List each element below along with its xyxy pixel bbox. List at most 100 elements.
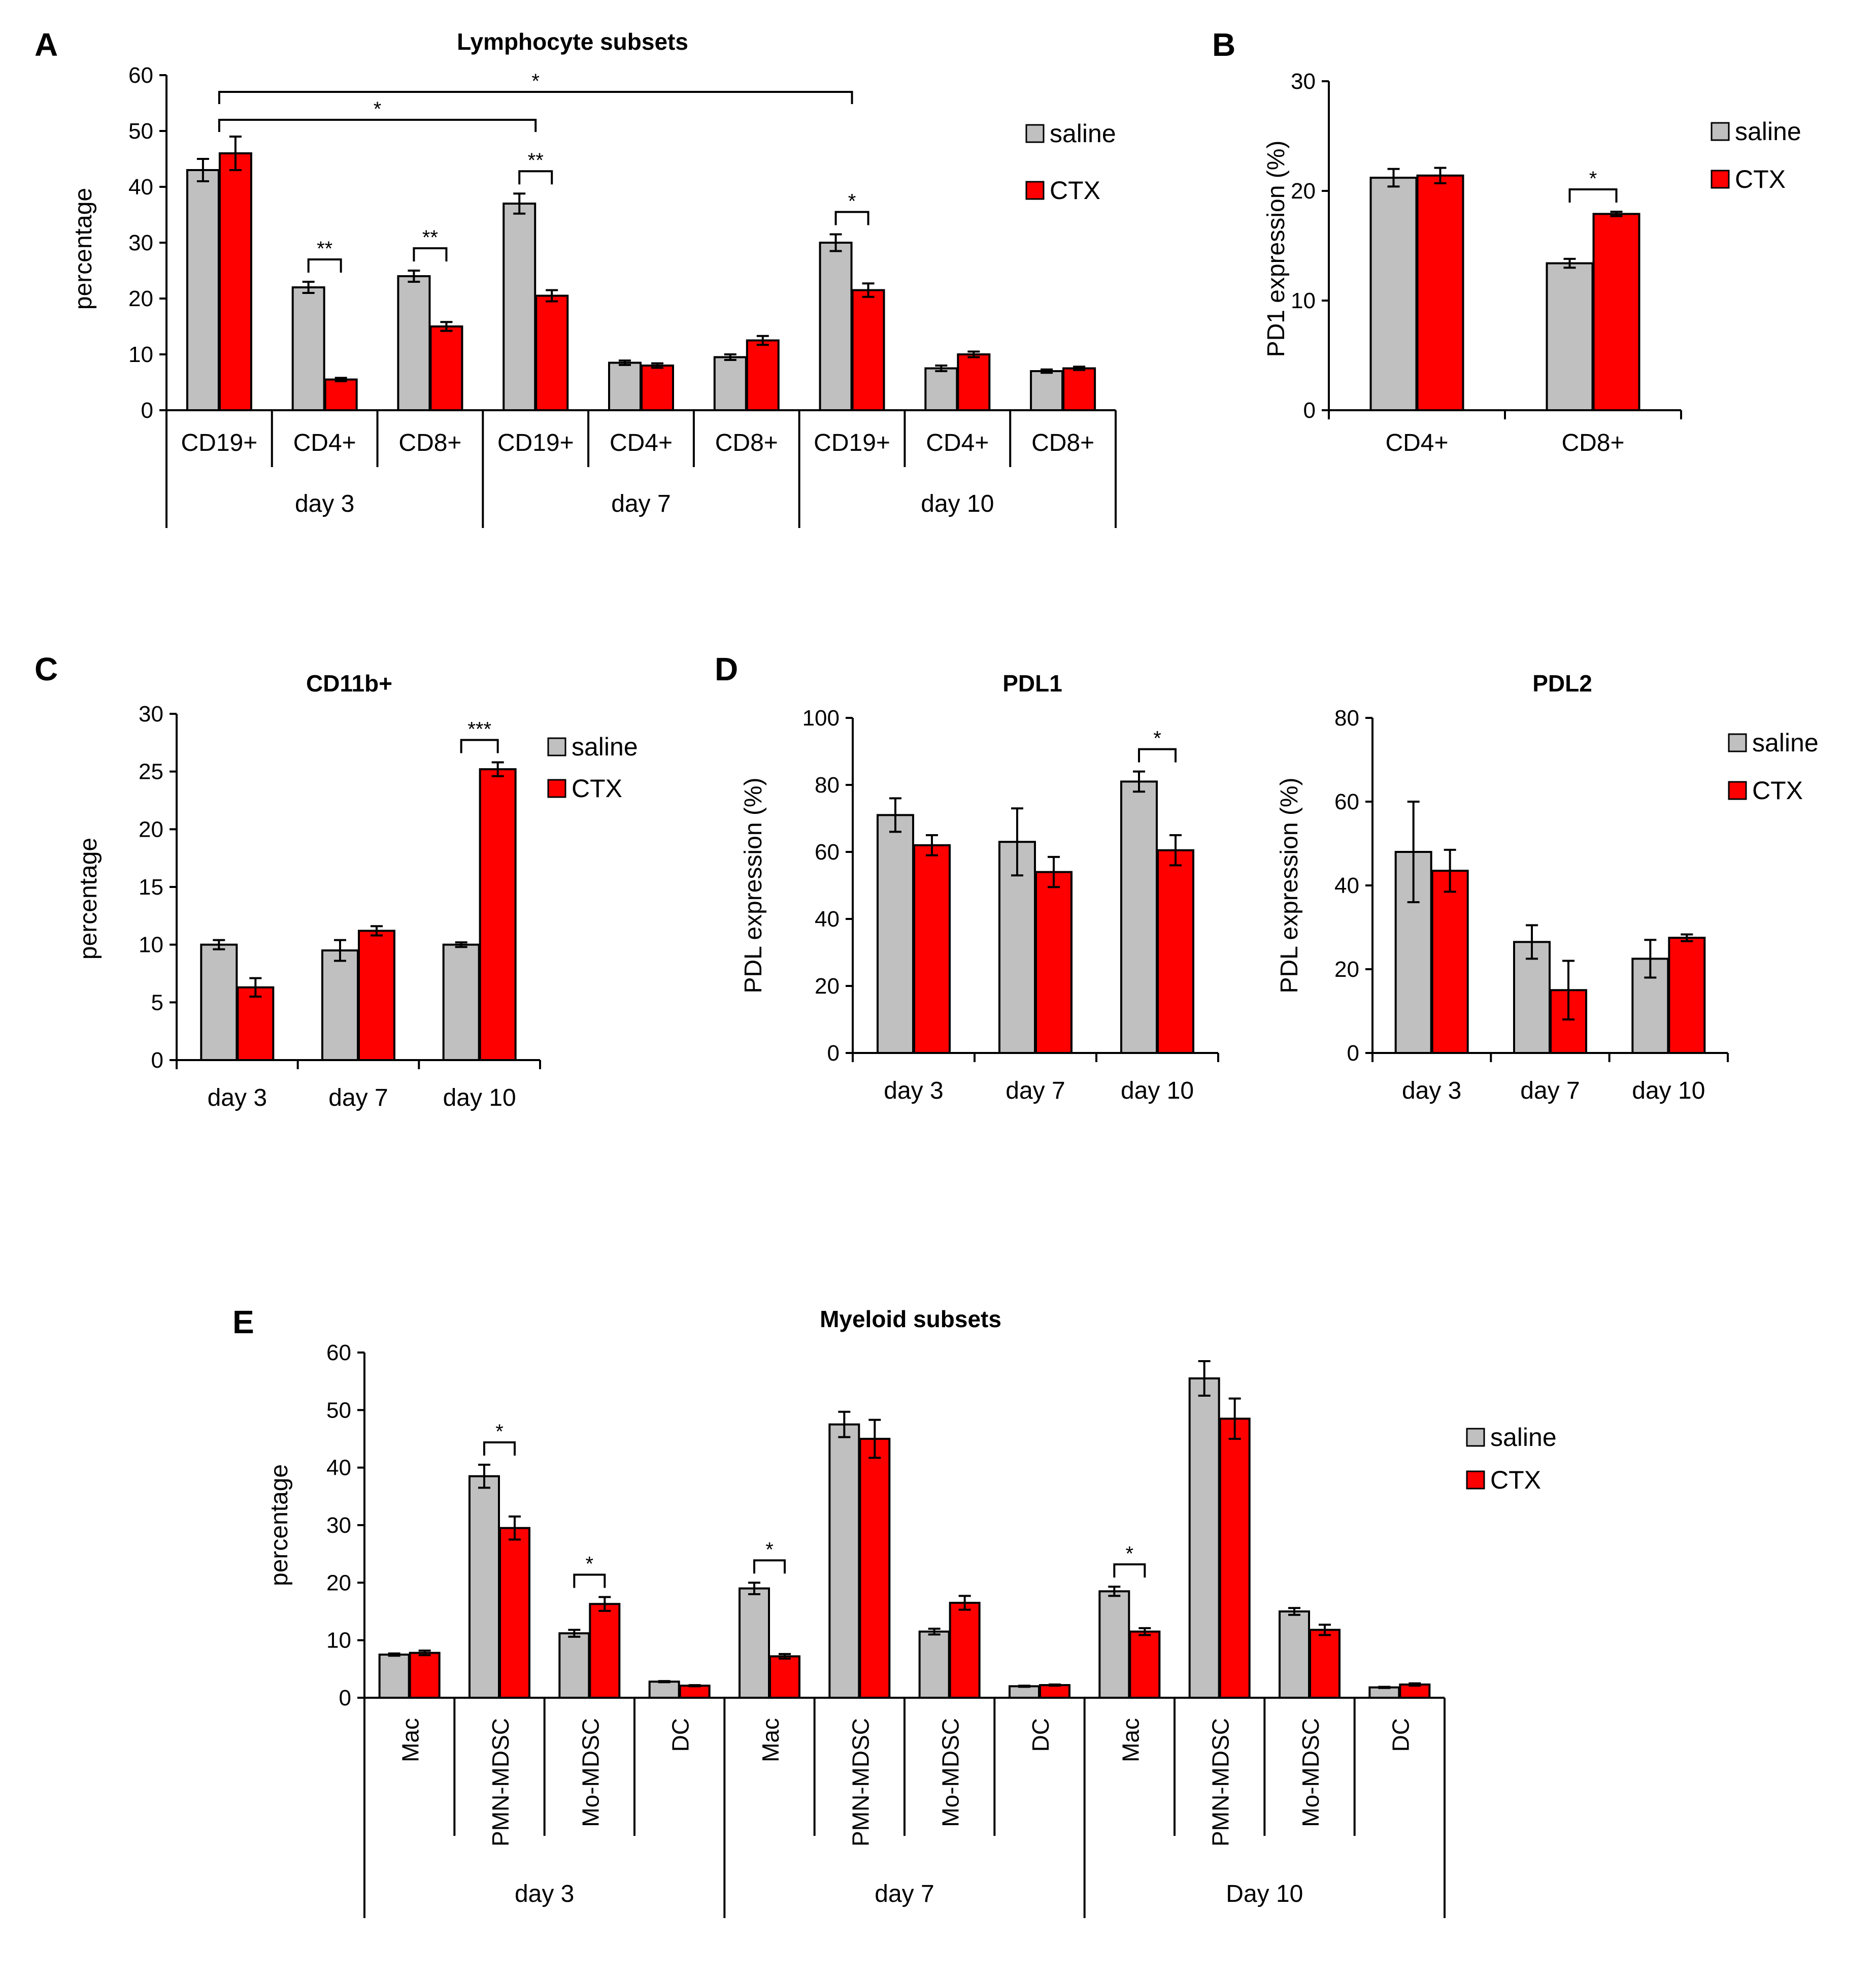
bar-saline — [924, 367, 958, 411]
y-axis-label: percentage — [266, 1464, 293, 1586]
x-category-label: PMN-MDSC — [847, 1718, 874, 1847]
significance-bracket — [218, 119, 537, 132]
legend-label: saline — [1735, 117, 1801, 146]
bar-ctx — [324, 378, 358, 411]
chart-title: Lymphocyte subsets — [457, 28, 688, 55]
significance-bracket — [753, 1559, 786, 1574]
legend-swatch — [1025, 181, 1045, 200]
bar-saline — [1098, 1590, 1130, 1699]
significance-marker: * — [848, 190, 856, 213]
bar-ctx — [1416, 174, 1464, 411]
x-group-label: day 3 — [515, 1881, 574, 1907]
bar-ctx — [679, 1685, 711, 1699]
legend-label: CTX — [1735, 165, 1786, 193]
y-tick-label: 40 — [815, 907, 840, 932]
bar-ctx — [1062, 367, 1096, 411]
significance-marker: * — [374, 98, 382, 120]
bar-ctx — [949, 1602, 981, 1699]
significance-marker: * — [765, 1538, 774, 1561]
y-axis-label: percentage — [75, 838, 102, 960]
y-tick-label: 15 — [139, 875, 163, 900]
x-category-label: day 10 — [1121, 1077, 1194, 1104]
bar-ctx — [769, 1655, 800, 1699]
bar-ctx — [1592, 213, 1640, 411]
significance-bracket — [483, 1441, 516, 1456]
x-group-label: day 7 — [611, 490, 671, 517]
x-category-label: CD19+ — [181, 430, 258, 456]
y-axis-label: percentage — [70, 188, 97, 310]
bar-saline — [186, 169, 220, 411]
x-category-label: day 3 — [208, 1084, 267, 1111]
bar-saline — [1369, 177, 1418, 411]
bar-saline — [1030, 370, 1064, 411]
chart-panel-d: D PDL1 0 20 40 60 80 100 PDL expression (%) day 3… — [715, 651, 1219, 1104]
bar-saline — [200, 943, 238, 1061]
bar-ctx — [479, 768, 517, 1061]
bar-saline — [819, 242, 853, 411]
y-tick-label: 10 — [1291, 288, 1316, 313]
y-tick-label: 100 — [802, 706, 840, 731]
y-tick-label: 60 — [128, 63, 153, 88]
legend-label: saline — [1490, 1423, 1557, 1452]
panel-letter: A — [35, 26, 58, 63]
panel-letter: C — [35, 651, 58, 687]
x-category-label: day 10 — [1632, 1077, 1705, 1104]
y-tick-label: 10 — [139, 933, 163, 958]
x-category-label: DC — [667, 1718, 694, 1752]
significance-marker: * — [586, 1553, 594, 1575]
x-category-label: PMN-MDSC — [487, 1718, 514, 1847]
y-tick-label: 80 — [815, 773, 840, 798]
legend-swatch — [547, 737, 566, 756]
significance-marker: ** — [317, 238, 332, 260]
bar-saline — [1188, 1377, 1220, 1699]
bar-ctx — [218, 152, 252, 411]
legend-label: CTX — [572, 774, 622, 803]
x-category-label: Mac — [1117, 1718, 1144, 1762]
bar-saline — [397, 275, 431, 411]
x-category-label: day 3 — [884, 1077, 943, 1104]
panel-letter: E — [232, 1304, 254, 1340]
bar-ctx — [641, 365, 674, 411]
x-category-label: CD8+ — [1561, 430, 1624, 456]
bar-ctx — [409, 1652, 441, 1699]
bar-ctx — [237, 986, 275, 1062]
bar-saline — [1009, 1685, 1040, 1699]
significance-marker: * — [531, 70, 540, 92]
legend-swatch — [1466, 1428, 1485, 1447]
x-category-label: CD4+ — [610, 430, 673, 456]
legend-swatch — [1466, 1470, 1485, 1490]
y-tick-label: 40 — [128, 175, 153, 200]
y-tick-label: 60 — [1334, 789, 1359, 814]
significance-bracket — [1568, 188, 1618, 203]
chart-title: PDL2 — [1532, 670, 1592, 697]
legend-swatch — [1728, 781, 1747, 800]
y-tick-label: 20 — [815, 974, 840, 999]
y-tick-label: 0 — [827, 1041, 840, 1066]
chart-title: Myeloid subsets — [820, 1306, 1001, 1332]
y-tick-label: 5 — [151, 990, 163, 1015]
significance-bracket — [834, 211, 869, 225]
y-tick-label: 80 — [1334, 706, 1359, 731]
y-tick-label: 50 — [326, 1398, 351, 1423]
chart-panel-b: B 0 10 20 30 PD1 expression (%) CD4+ CD8+ * salin… — [1212, 26, 1801, 456]
bar-saline — [1279, 1610, 1310, 1699]
bar-saline — [739, 1587, 770, 1699]
legend-label: saline — [1752, 729, 1819, 757]
y-tick-label: 0 — [1347, 1041, 1359, 1066]
x-group-label: Day 10 — [1226, 1881, 1303, 1907]
significance-marker: * — [1153, 728, 1161, 750]
bar-saline — [877, 814, 914, 1054]
bar-saline — [442, 943, 480, 1061]
bar-ctx — [1399, 1683, 1431, 1699]
significance-bracket — [460, 739, 499, 753]
x-category-label: Mac — [397, 1718, 424, 1762]
y-tick-label: 20 — [139, 817, 163, 842]
bar-saline — [378, 1654, 410, 1699]
significance-bracket — [1138, 748, 1177, 763]
x-category-label: DC — [1027, 1718, 1054, 1752]
bar-ctx — [1431, 870, 1469, 1054]
x-category-label: Mo-MDSC — [1297, 1718, 1324, 1827]
y-tick-label: 20 — [1334, 957, 1359, 982]
significance-marker: * — [1126, 1542, 1134, 1565]
bar-saline — [713, 356, 747, 411]
